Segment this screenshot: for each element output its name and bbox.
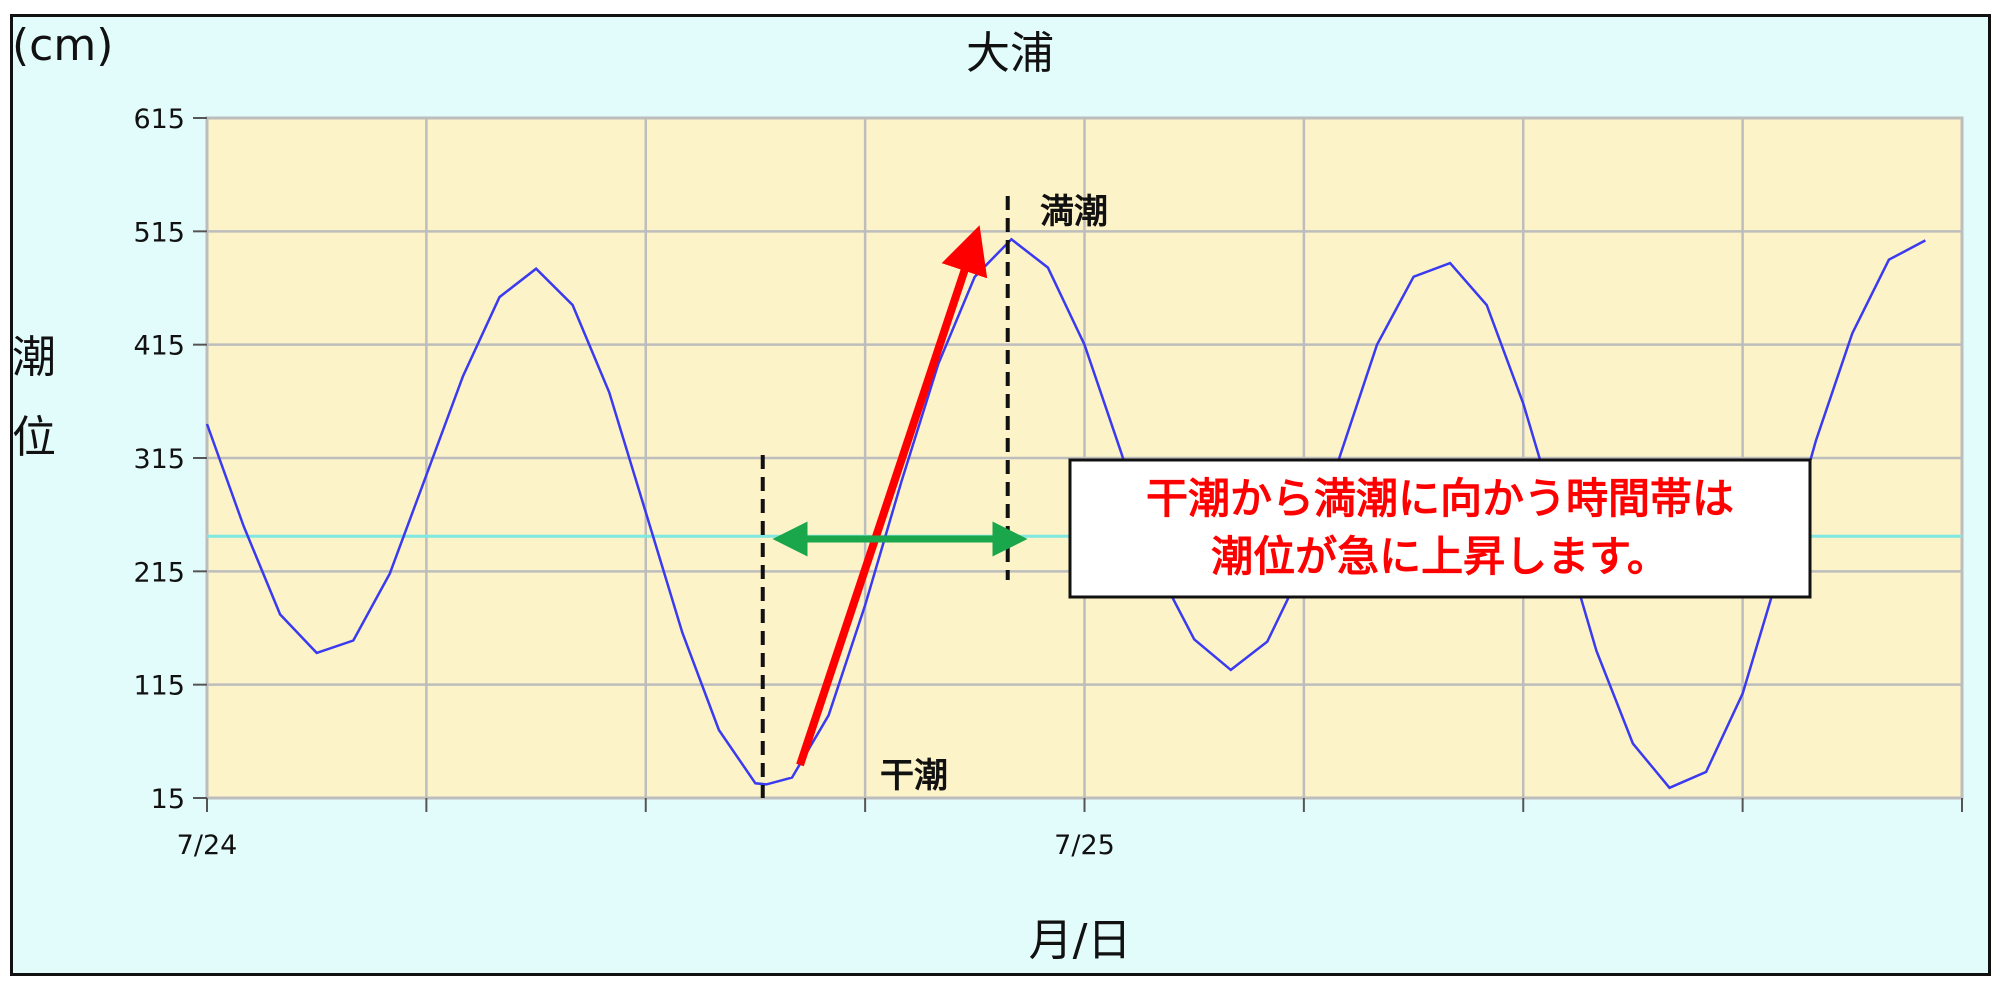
y-tick-label: 315 xyxy=(133,444,185,475)
x-axis: 7/24 7/25 xyxy=(177,798,1963,861)
callout-line-1: 干潮から満潮に向かう時間帯は xyxy=(1146,474,1734,523)
x-tick-label: 7/24 xyxy=(177,830,238,861)
callout-line-2: 潮位が急に上昇します。 xyxy=(1211,532,1669,581)
high-tide-label: 満潮 xyxy=(1040,192,1108,232)
y-axis: 15 115 215 315 415 515 615 xyxy=(133,104,207,815)
x-tick-label: 7/25 xyxy=(1054,830,1115,861)
y-tick-label: 115 xyxy=(133,671,185,702)
y-axis-unit: (cm) xyxy=(12,20,113,71)
y-tick-label: 415 xyxy=(133,331,185,362)
y-tick-label: 615 xyxy=(133,104,185,135)
callout-box: 干潮から満潮に向かう時間帯は 潮位が急に上昇します。 xyxy=(1068,458,1812,599)
y-axis-title: 潮位 xyxy=(12,332,56,463)
tide-level-line xyxy=(205,237,1926,790)
rising-arrow xyxy=(796,225,988,767)
x-axis-title: 月/日 xyxy=(1029,915,1132,966)
low-tide-label: 干潮 xyxy=(880,756,948,796)
y-tick-label: 215 xyxy=(133,557,185,588)
chart-title: 大浦 xyxy=(966,28,1054,79)
y-tick-label: 15 xyxy=(151,784,185,815)
y-tick-label: 515 xyxy=(133,217,185,248)
